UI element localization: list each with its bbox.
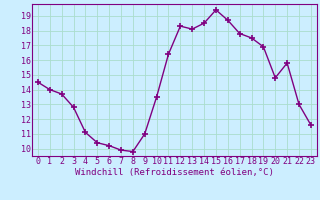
X-axis label: Windchill (Refroidissement éolien,°C): Windchill (Refroidissement éolien,°C) — [75, 168, 274, 177]
